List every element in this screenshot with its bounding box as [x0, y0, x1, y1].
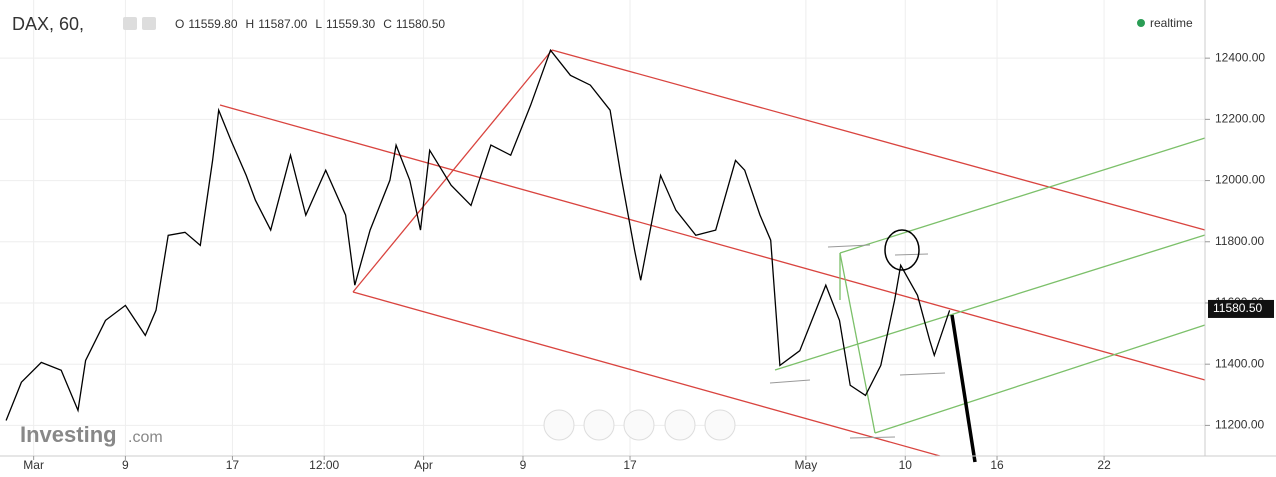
x-tick-label: 12:00: [309, 458, 339, 472]
x-tick-label: 10: [899, 458, 913, 472]
x-tick-label: 17: [226, 458, 240, 472]
x-tick-label: 22: [1097, 458, 1111, 472]
ohlc-key: O: [175, 17, 184, 31]
symbol: DAX, 60,: [12, 14, 84, 34]
scroll-left-button[interactable]: [543, 409, 575, 441]
scroll-right-button[interactable]: [704, 409, 736, 441]
y-tick-label: 12400.00: [1215, 50, 1265, 64]
icon[interactable]: [123, 17, 137, 30]
channel-line: [551, 49, 1206, 231]
y-tick-label: 11200.00: [1215, 418, 1264, 432]
y-tick-label: 11800.00: [1215, 234, 1264, 248]
ohlc-value: 11559.80: [188, 17, 237, 31]
plot: [5, 48, 951, 421]
pitchfork-line: [774, 234, 1206, 371]
level-line: [769, 379, 811, 384]
x-tick-label: 9: [122, 458, 129, 472]
y-tick-label: 11400.00: [1215, 356, 1264, 370]
ohlc-key: H: [246, 17, 255, 31]
ohlc-value: 11580.50: [396, 17, 445, 31]
reset-button[interactable]: [623, 409, 655, 441]
pitchfork-line: [874, 324, 1206, 434]
logo-suffix: .com: [128, 429, 163, 446]
channel-line: [219, 104, 1206, 381]
pitchfork-line: [839, 252, 876, 434]
zoom-in-button[interactable]: [664, 409, 696, 441]
x-tick-label: Apr: [414, 458, 433, 472]
x-tick-label: 9: [520, 458, 527, 472]
zoom-controls: [543, 409, 736, 441]
ohlc-value: 11559.30: [326, 17, 375, 31]
header: DAX, 60, O 11559.80 H 11587.00 L 11559.30 C 115…: [12, 14, 1193, 34]
x-tick-label: 16: [990, 458, 1004, 472]
level-line: [849, 436, 896, 439]
price-line: [5, 48, 951, 421]
zoom-out-button[interactable]: [583, 409, 615, 441]
x-tick-label: May: [795, 458, 818, 472]
ohlc-value: 11587.00: [258, 17, 307, 31]
highlight-circle: [884, 229, 920, 271]
y-tick-label: 12200.00: [1215, 112, 1265, 126]
status: realtime: [1150, 16, 1193, 30]
last-price-tag: [1208, 299, 1274, 318]
ohlc: O 11559.80 H 11587.00 L 11559.30 C 11580.50: [175, 17, 445, 31]
drawings: [219, 49, 1206, 463]
channel-line: [352, 49, 553, 293]
status-dot: [1137, 19, 1145, 27]
ohlc-key: C: [383, 17, 392, 31]
logo-brand: Investing: [20, 422, 117, 447]
level-line: [899, 372, 946, 376]
logo: Investing .com: [20, 422, 163, 447]
x-tick-label: 17: [623, 458, 637, 472]
grid: [0, 0, 1205, 456]
x-tick-label: Mar: [23, 458, 44, 472]
icon[interactable]: [142, 17, 156, 30]
ohlc-key: L: [315, 17, 322, 31]
y-tick-label: 12000.00: [1215, 173, 1265, 187]
forecast-arrow: [950, 314, 977, 463]
channel-line: [352, 291, 941, 457]
level-line: [827, 244, 871, 248]
level-line: [894, 253, 929, 256]
pitchfork-line: [839, 137, 1206, 254]
last-price-label: 11580.50: [1213, 301, 1262, 315]
